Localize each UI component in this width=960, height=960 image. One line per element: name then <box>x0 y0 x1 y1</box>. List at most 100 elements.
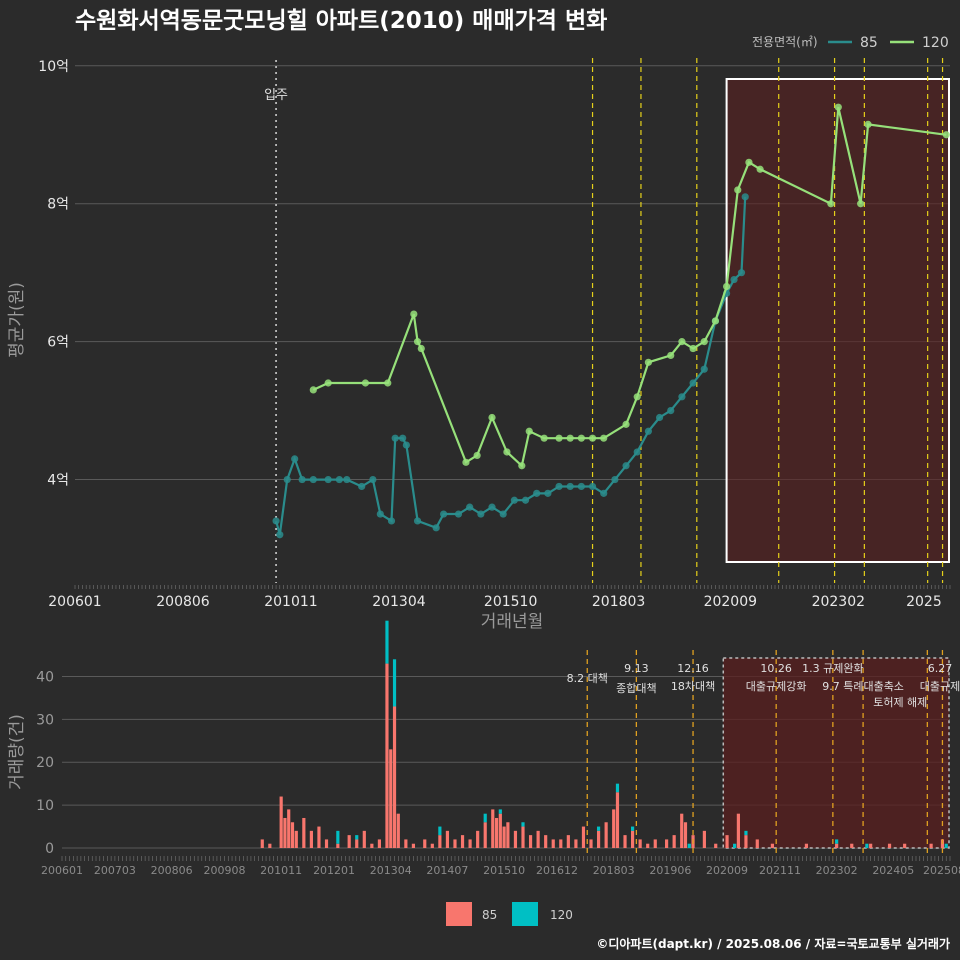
bar-85 <box>513 830 518 848</box>
bar-85 <box>317 826 321 848</box>
x-tick-label: 200703 <box>94 864 136 877</box>
data-point-85 <box>454 510 463 518</box>
x-tick-label: 200908 <box>203 864 245 877</box>
x-tick-label: 201407 <box>426 864 468 877</box>
price-chart-panel: 4억 6억 8억 10억 200601 200806 201011 201304 201510 2… <box>7 58 951 632</box>
x-tick-label: 202009 <box>704 594 757 610</box>
bar-85 <box>736 813 740 848</box>
data-point-85 <box>324 475 332 484</box>
bar-85 <box>438 835 442 848</box>
bar-85 <box>574 839 578 848</box>
bar-85 <box>385 663 389 848</box>
data-point-85 <box>283 475 291 484</box>
volume-chart-panel: 0 10 20 30 40 200601 200703 200806 200908 201011 2… <box>7 620 960 877</box>
data-point-85 <box>298 475 306 484</box>
data-point-85 <box>611 475 619 484</box>
x-tick-label: 202111 <box>759 864 801 877</box>
data-point-85 <box>510 496 518 504</box>
bar-85 <box>362 830 366 848</box>
bar-85 <box>683 822 688 848</box>
bar-85 <box>903 843 907 848</box>
bar-85 <box>287 809 291 848</box>
data-point-120 <box>473 451 481 460</box>
bar-85 <box>476 830 480 848</box>
data-point-85 <box>555 482 563 491</box>
highlight-box <box>725 78 951 563</box>
policy-label: 9.13 <box>624 662 649 675</box>
x-tick-label: 201011 <box>264 594 317 610</box>
policy-label: 8.2 대책 <box>567 672 608 685</box>
y-tick-label: 0 <box>45 841 54 857</box>
data-point-120 <box>633 393 641 401</box>
x-tick-label: 201510 <box>484 594 537 610</box>
policy-label: 12.16 <box>677 662 709 675</box>
x-tick-label: 200601 <box>48 594 101 610</box>
policy-label: 1.3 규제완화 <box>802 662 863 675</box>
data-point-120 <box>745 158 753 166</box>
bar-120 <box>385 620 389 664</box>
x-tick-label: 201201 <box>313 864 355 877</box>
x-tick-label: 201510 <box>483 864 525 877</box>
data-point-120 <box>566 434 574 442</box>
bar-85 <box>355 839 359 848</box>
x-tick-label: 200806 <box>156 594 210 610</box>
data-point-85 <box>600 489 608 497</box>
bar-85 <box>279 796 283 848</box>
policy-label: 9.7 특례대출축소 <box>822 680 904 693</box>
bar-85 <box>869 843 873 848</box>
bar-85 <box>268 843 272 848</box>
bar-120 <box>687 843 691 848</box>
data-point-120 <box>700 338 708 346</box>
data-point-120 <box>540 434 548 442</box>
x-axis-title: 거래년월 <box>481 612 544 632</box>
bar-120 <box>483 813 487 823</box>
bar-120 <box>521 822 525 827</box>
data-point-85 <box>399 434 407 442</box>
bar-85 <box>491 809 495 848</box>
data-point-85 <box>741 193 749 201</box>
y-tick-label: 10억 <box>38 59 69 75</box>
y-axis-title: 평균가(원) <box>7 282 27 358</box>
data-point-85 <box>477 510 485 518</box>
data-point-85 <box>276 531 284 539</box>
data-point-120 <box>942 131 950 139</box>
data-point-85 <box>291 455 299 463</box>
data-point-85 <box>644 427 653 435</box>
data-point-85 <box>689 379 697 387</box>
data-point-85 <box>358 482 366 491</box>
chart-title: 수원화서역동문굿모닝힐 아파트(2010) 매매가격 변화 <box>75 8 607 34</box>
bar-85 <box>566 835 570 848</box>
y-tick-label: 8억 <box>47 197 69 213</box>
bar-85 <box>604 822 608 848</box>
bar-85 <box>929 843 933 848</box>
data-point-85 <box>678 393 686 401</box>
x-tick-label: 202405 <box>872 864 914 877</box>
data-point-85 <box>700 365 708 373</box>
bar-85 <box>521 826 525 848</box>
bar-85 <box>725 835 729 848</box>
bar-120 <box>355 835 359 840</box>
bar-120 <box>733 843 737 848</box>
x-tick-label: 202302 <box>812 594 865 610</box>
data-point-120 <box>555 434 563 442</box>
policy-label: 18차대책 <box>671 680 715 693</box>
bar-85 <box>630 830 635 848</box>
data-point-120 <box>525 427 533 435</box>
data-point-120 <box>324 379 332 387</box>
data-point-120 <box>734 186 742 194</box>
data-point-120 <box>588 434 597 442</box>
bar-85 <box>589 839 593 848</box>
bar-85 <box>702 830 706 848</box>
bar-120 <box>630 826 635 831</box>
x-tick-label: 2025 <box>906 594 942 610</box>
legend-label-85: 85 <box>860 35 878 51</box>
data-point-85 <box>622 462 630 470</box>
bar-85 <box>336 843 340 848</box>
x-tick-label: 202302 <box>816 864 858 877</box>
x-tick-label: 201906 <box>649 864 691 877</box>
data-point-120 <box>689 344 697 353</box>
data-point-120 <box>667 351 675 360</box>
bar-85 <box>294 830 298 848</box>
